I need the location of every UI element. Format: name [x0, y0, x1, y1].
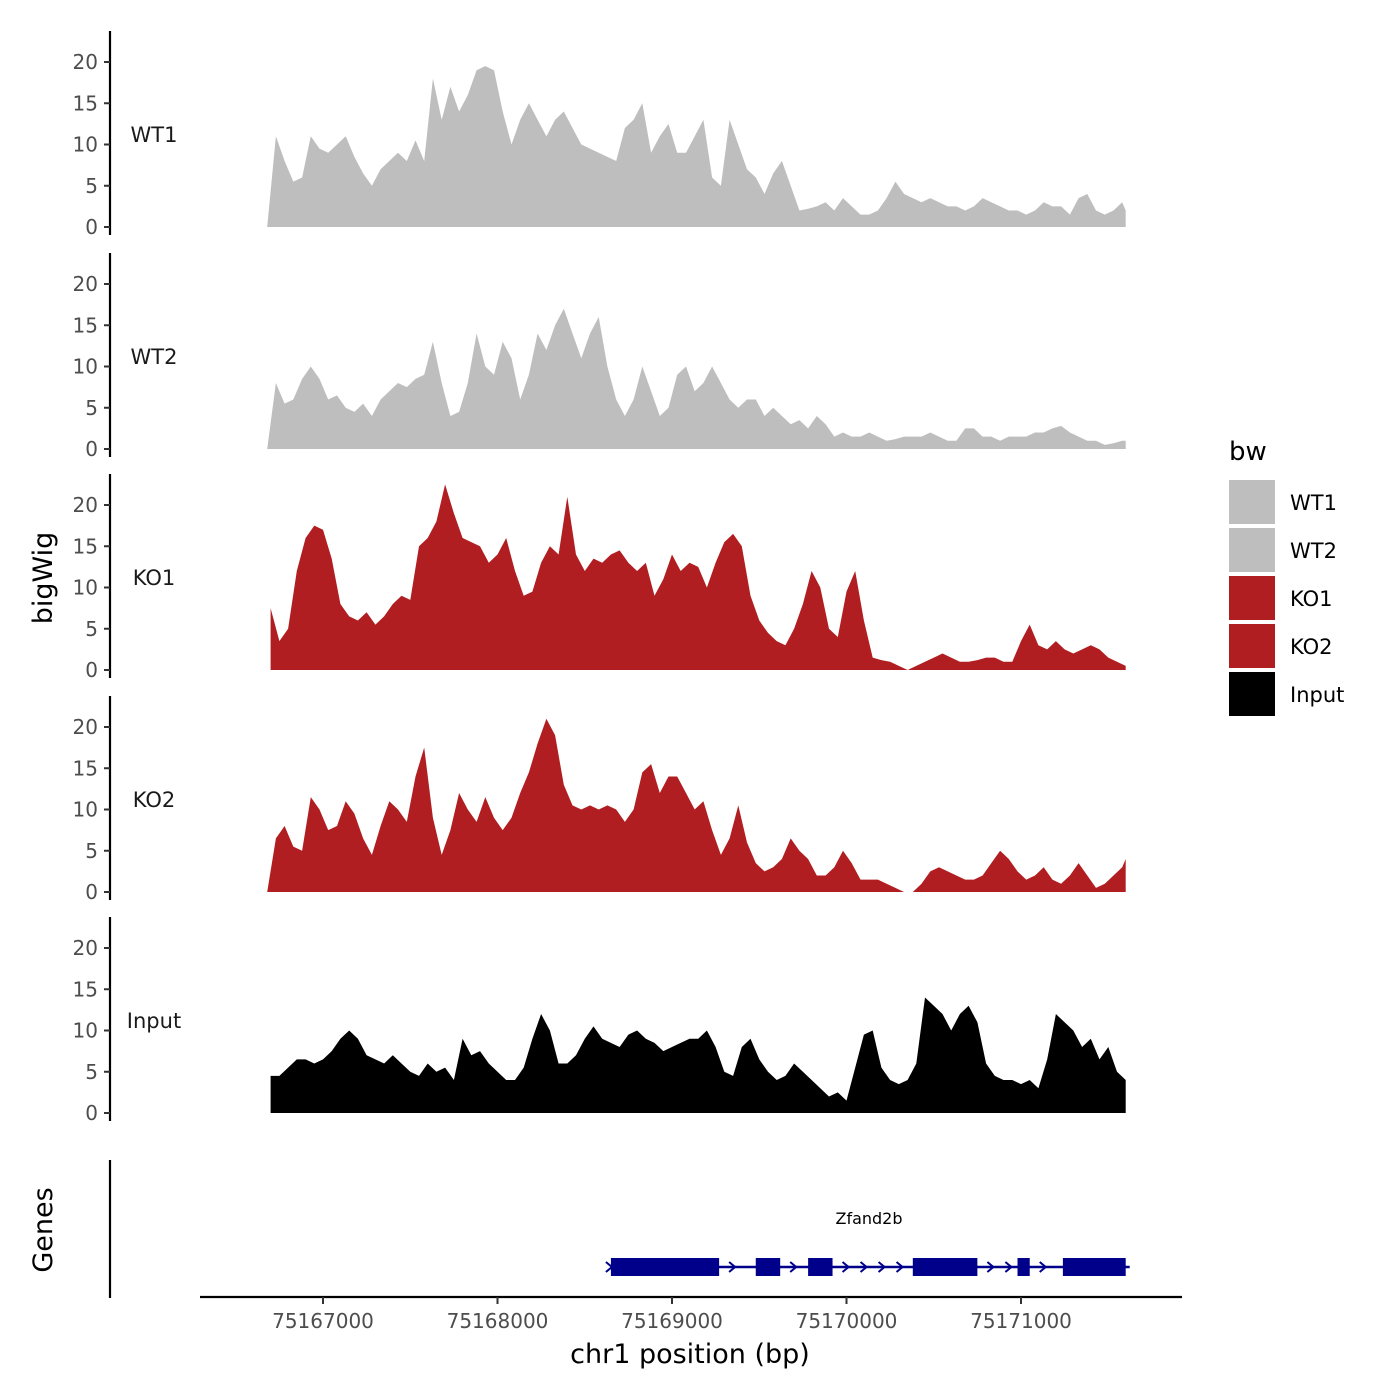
legend-label-ko1: KO1 — [1290, 587, 1333, 611]
y-tick-label: 10 — [73, 133, 98, 157]
x-tick-label: 75167000 — [272, 1309, 374, 1333]
track-label: WT2 — [131, 345, 178, 369]
y-tick-label: 0 — [85, 437, 98, 461]
y-tick-label: 0 — [85, 658, 98, 682]
y-tick-label: 15 — [73, 313, 98, 337]
x-axis: 75167000 75168000 75169000 75170000 75171000 — [200, 1295, 1182, 1333]
track-input: 0 5 10 15 20 Input — [73, 917, 1126, 1125]
y-tick-label: 5 — [85, 839, 98, 863]
legend-label-wt1: WT1 — [1290, 491, 1337, 515]
signal-area-wt2 — [267, 308, 1126, 449]
legend-swatch-ko2 — [1229, 624, 1275, 668]
y-tick-label: 0 — [85, 215, 98, 239]
y-tick-label: 20 — [73, 50, 98, 74]
legend-swatch-wt1 — [1229, 480, 1275, 524]
track-ko1: 0 5 10 15 20 KO1 — [73, 474, 1126, 682]
y-tick-label: 0 — [85, 880, 98, 904]
y-tick-label: 5 — [85, 174, 98, 198]
y-tick-label: 15 — [73, 534, 98, 558]
gene-exon — [1062, 1258, 1126, 1276]
gene-exon — [1017, 1258, 1030, 1276]
x-tick-label: 75168000 — [447, 1309, 549, 1333]
x-tick-label: 75171000 — [970, 1309, 1072, 1333]
track-label: Input — [127, 1009, 181, 1033]
strand-arrow — [986, 1261, 995, 1273]
y-tick-label: 10 — [73, 355, 98, 379]
strand-arrow — [841, 1261, 851, 1273]
gene-exon — [755, 1258, 781, 1276]
signal-tracks: 0 5 10 15 20 WT1 0 5 10 15 20 WT2 0 5 10 15 20 KO1 0 5 10 15 2… — [73, 31, 1126, 1125]
y-tick-label: 20 — [73, 272, 98, 296]
strand-arrow — [728, 1261, 737, 1273]
track-wt2: 0 5 10 15 20 WT2 — [73, 253, 1126, 461]
signal-area-ko2 — [267, 718, 1126, 892]
strand-arrow — [1004, 1261, 1013, 1273]
legend-swatch-ko1 — [1229, 576, 1275, 620]
y-tick-label: 15 — [73, 977, 98, 1001]
y-tick-label: 5 — [85, 396, 98, 420]
x-tick-label: 75170000 — [796, 1309, 898, 1333]
y-tick-label: 10 — [73, 576, 98, 600]
legend-swatch-wt2 — [1229, 528, 1275, 572]
y-tick-label: 0 — [85, 1101, 98, 1125]
track-ko2: 0 5 10 15 20 KO2 — [73, 696, 1126, 904]
genes-axis-title: Genes — [28, 1187, 59, 1272]
y-tick-label: 5 — [85, 617, 98, 641]
track-label: WT1 — [131, 123, 178, 147]
legend-swatch-input — [1229, 672, 1275, 716]
y-tick-label: 20 — [73, 715, 98, 739]
y-tick-label: 10 — [73, 1019, 98, 1043]
strand-arrow — [1039, 1261, 1048, 1273]
x-axis-title: chr1 position (bp) — [570, 1339, 810, 1370]
gene-track: Zfand2b — [108, 1160, 1130, 1298]
y-tick-label: 20 — [73, 936, 98, 960]
track-label: KO2 — [133, 788, 176, 812]
track-label: KO1 — [133, 566, 176, 590]
y-tick-label: 10 — [73, 798, 98, 822]
strand-arrow — [859, 1261, 869, 1273]
signal-area-ko1 — [270, 484, 1126, 670]
gene-name-label: Zfand2b — [835, 1209, 902, 1228]
gene-exon — [912, 1258, 978, 1276]
y-tick-label: 15 — [73, 756, 98, 780]
y-axis-title: bigWig — [28, 532, 59, 625]
track-wt1: 0 5 10 15 20 WT1 — [73, 31, 1126, 239]
y-tick-label: 20 — [73, 493, 98, 517]
legend-label-input: Input — [1290, 683, 1344, 707]
strand-arrow — [789, 1261, 798, 1273]
legend-label-ko2: KO2 — [1290, 635, 1333, 659]
legend: bw WT1 WT2 KO1 KO2 Input — [1229, 437, 1344, 716]
strand-arrow — [895, 1261, 905, 1273]
signal-area-wt1 — [267, 66, 1126, 227]
strand-arrow — [877, 1261, 887, 1273]
y-tick-label: 5 — [85, 1060, 98, 1084]
gene-exon — [610, 1258, 720, 1276]
signal-area-input — [270, 989, 1126, 1113]
x-tick-label: 75169000 — [621, 1309, 723, 1333]
y-tick-label: 15 — [73, 91, 98, 115]
legend-label-wt2: WT2 — [1290, 539, 1337, 563]
legend-title: bw — [1229, 437, 1267, 467]
gene-exon — [808, 1258, 833, 1276]
